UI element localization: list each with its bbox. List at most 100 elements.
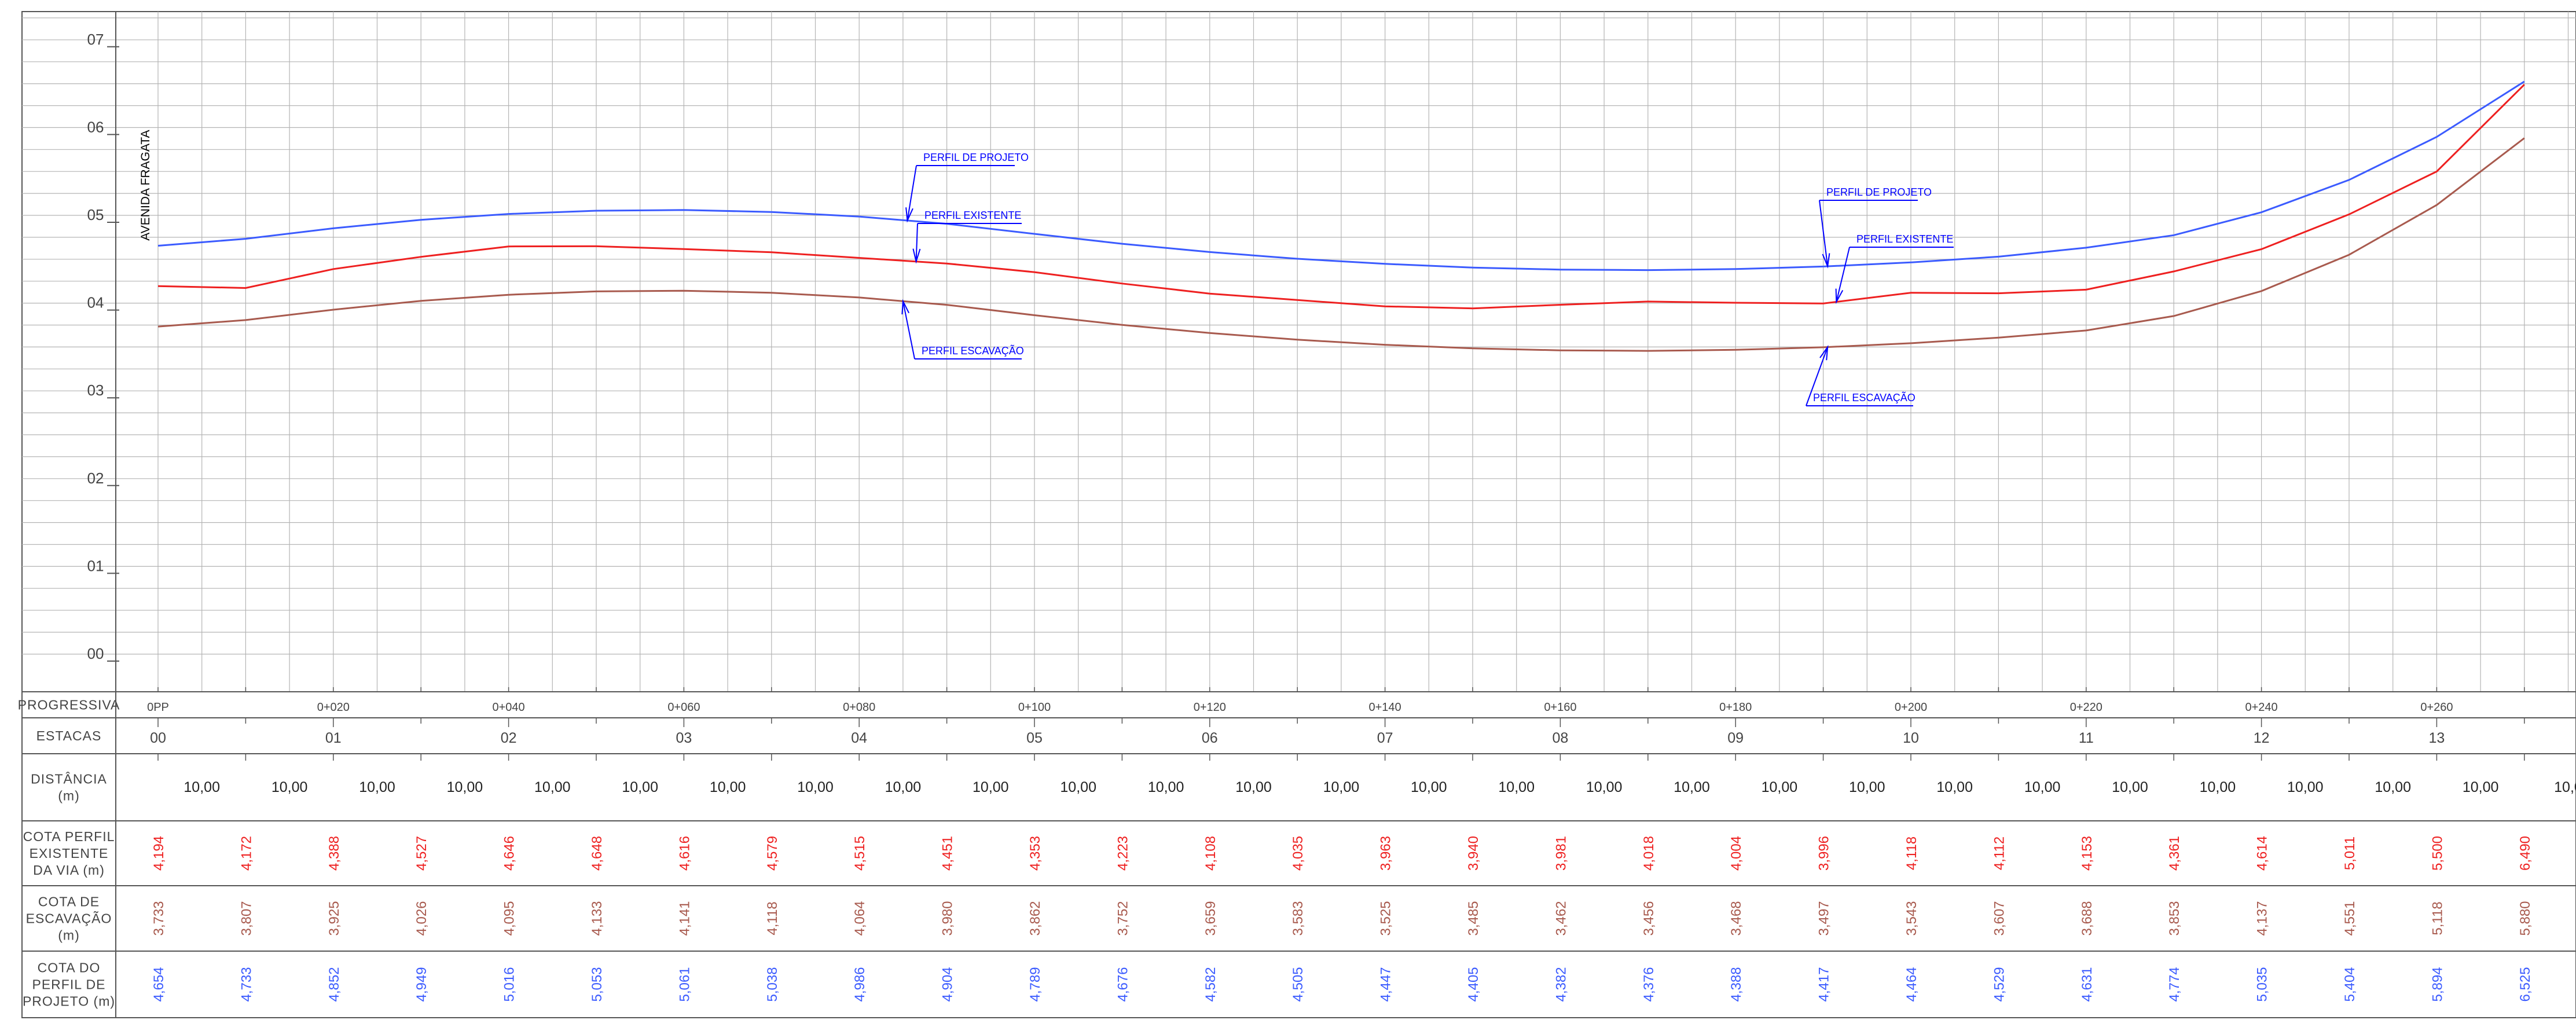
profile-callouts: PERFIL DE PROJETO PERFIL EXISTENTE PERFIL … [901,152,1954,406]
row-label-distancia: DISTÂNCIA [31,772,107,787]
estaca-label: 07 [1377,730,1393,746]
cota-escavacao-value: 3,659 [1203,901,1219,935]
callout-label: PERFIL EXISTENTE [924,210,1021,221]
callout-label: PERFIL ESCAVAÇÃO [922,344,1024,357]
row-label-estacas: ESTACAS [36,728,102,743]
progressiva-label: 0+100 [1018,701,1051,714]
callout-arrowhead [1819,344,1829,361]
cota-existente-value: 4,616 [677,836,692,871]
cota-existente-value: 4,153 [2079,836,2095,871]
estaca-label: 04 [851,730,867,746]
callout-label: PERFIL DE PROJETO [1826,186,1932,198]
progressiva-label: 0+020 [317,701,350,714]
estaca-label: 08 [1552,730,1568,746]
cota-escavacao-value: 4,551 [2342,901,2358,935]
row-label-projeto: COTA DO [38,960,101,975]
distancia-value: 10,00 [2024,779,2061,795]
row-label-escavacao: ESCAVAÇÃO [26,911,112,926]
callout-label: PERFIL EXISTENTE [1856,233,1953,245]
cota-existente-value: 4,035 [1290,836,1306,871]
cota-projeto-value: 4,529 [1991,967,2007,1001]
cota-escavacao-value: 5,118 [2430,901,2445,935]
callout-leader [915,223,918,262]
cota-escavacao-value: 3,497 [1817,901,1832,935]
cota-existente-value: 4,527 [414,836,430,871]
cota-projeto-value: 4,447 [1378,967,1394,1001]
cota-projeto-value: 4,405 [1466,967,1481,1001]
y-axis-label: 00 [87,645,104,662]
cota-projeto-value: 4,789 [1028,967,1043,1001]
cota-existente-value: 4,353 [1028,836,1043,871]
cota-escavacao-value: 4,026 [414,901,430,935]
cota-projeto-value: 4,654 [151,967,167,1001]
table-frame [21,691,2576,1018]
progressiva-label: 0+200 [1895,701,1927,714]
cota-escavacao-value: 3,468 [1729,901,1744,935]
cota-escavacao-value: 4,141 [677,901,692,935]
cota-escavacao-value: 3,583 [1290,901,1306,935]
estaca-label: 09 [1727,730,1744,746]
progressiva-label: 0+120 [1194,701,1226,714]
cota-projeto-value: 5,053 [589,967,605,1001]
y-axis-label: 01 [87,557,104,574]
cota-escavacao-value: 3,733 [151,901,167,935]
estaca-label: 11 [2079,730,2094,746]
cota-existente-value: 3,940 [1466,836,1481,871]
cota-existente-value: 4,646 [502,836,518,871]
estaca-label: 01 [325,730,342,746]
cota-projeto-value: 4,582 [1203,967,1219,1001]
cota-existente-value: 4,018 [1641,836,1657,871]
cota-projeto-value: 4,376 [1641,967,1657,1001]
distancia-value: 10,00 [1849,779,1885,795]
cota-escavacao-value: 3,853 [2167,901,2182,935]
y-axis-label: 04 [87,294,104,311]
distancia-value: 10,00 [1148,779,1184,795]
profile-curves [157,80,2525,352]
distancia-value: 10,00 [447,779,483,795]
distancia-value: 10,00 [1323,779,1360,795]
estaca-label: 02 [501,730,517,746]
cota-projeto-value: 4,852 [326,967,342,1001]
cota-existente-value: 4,451 [940,836,956,871]
cota-projeto-value: 6,525 [2518,967,2533,1001]
distancia-value: 10,00 [1498,779,1535,795]
distancia-value: 10,00 [1411,779,1447,795]
cota-existente-value: 4,194 [151,836,167,871]
cota-existente-value: 3,963 [1378,836,1394,871]
callout-leader [902,301,915,359]
progressiva-label: 0PP [147,701,169,714]
estaca-label: 03 [676,730,692,746]
distancia-value: 10,00 [534,779,571,795]
progressiva-label: 0+060 [667,701,700,714]
distancia-value: 10,0 [2554,779,2576,795]
cota-escavacao-value: 3,525 [1378,901,1394,935]
distancia-value: 10,00 [973,779,1009,795]
cota-escavacao-value: 4,064 [852,901,868,935]
cota-escavacao-value: 4,133 [589,901,605,935]
y-axis-label: 03 [87,381,104,399]
distancia-value: 10,00 [1674,779,1710,795]
curve-perfil-existente [157,84,2525,310]
cota-escavacao-value: 4,095 [502,901,518,935]
cota-projeto-value: 4,388 [1729,967,1744,1001]
cota-projeto-value: 5,038 [765,967,780,1001]
callout-leader [1806,347,1829,406]
cota-existente-value: 4,515 [852,836,868,871]
callout-arrowhead [912,248,921,264]
callout-label: PERFIL ESCAVAÇÃO [1813,391,1916,403]
cota-escavacao-value: 3,485 [1466,901,1481,935]
cota-projeto-value: 4,676 [1115,967,1131,1001]
cota-projeto-value: 4,417 [1817,967,1832,1001]
cota-existente-value: 4,004 [1729,836,1744,871]
row-label-escavacao: COTA DE [38,894,100,909]
cota-escavacao-value: 4,137 [2255,901,2270,935]
distancia-value: 10,00 [710,779,746,795]
progressiva-label: 0+220 [2070,701,2102,714]
cota-existente-value: 4,388 [326,836,342,871]
row-label-existente: COTA PERFIL [23,829,115,844]
estaca-label: 05 [1026,730,1043,746]
cota-existente-value: 4,223 [1115,836,1131,871]
y-axis-label: 05 [87,206,104,223]
callout-label: PERFIL DE PROJETO [923,152,1029,163]
